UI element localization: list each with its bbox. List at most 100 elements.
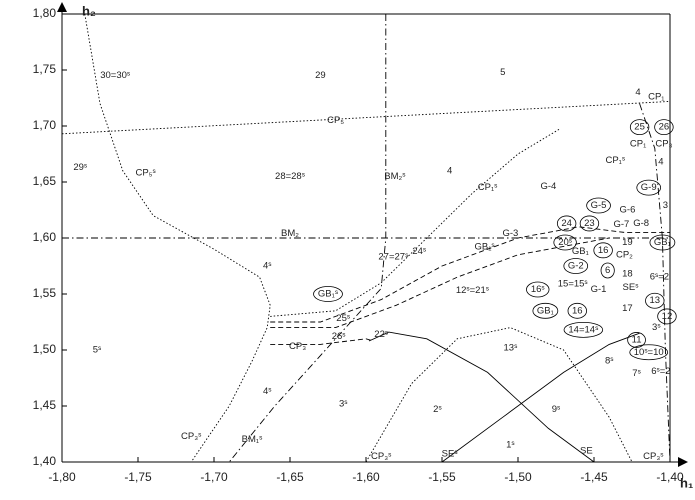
region-label: 3ˢ <box>652 322 661 333</box>
label-circle <box>579 215 600 232</box>
region-label: 14=14ˢ <box>568 324 599 335</box>
y-tick-label: 1,50 <box>33 342 57 356</box>
region-label: CP₁ <box>648 91 664 102</box>
label-circle <box>532 302 559 319</box>
region-label: 1ˢ <box>506 440 515 451</box>
label-circle <box>627 332 646 348</box>
x-tick-label: -1,65 <box>276 470 304 484</box>
region-label: 11 <box>632 334 642 345</box>
region-label: G-3 <box>502 228 518 239</box>
curve <box>368 331 595 463</box>
x-tick-label: -1,45 <box>580 470 608 484</box>
y-tick-label: 1,80 <box>33 6 57 20</box>
region-label: 4ˢ <box>263 261 272 272</box>
region-label: 29 <box>315 70 326 81</box>
label-circle <box>553 234 577 251</box>
region-label: G-9 <box>641 182 657 193</box>
region-label: 9ˢ <box>552 404 561 415</box>
region-label: GB₁ <box>572 246 589 257</box>
label-circle <box>649 234 676 251</box>
curve <box>365 327 633 463</box>
region-label: 8ˢ <box>605 356 614 367</box>
region-label: 12ˢ=21ˢ <box>456 285 490 296</box>
label-circle <box>657 308 677 325</box>
x-tick-label: -1,40 <box>656 470 684 484</box>
region-label: CP₃ <box>655 138 672 149</box>
curve <box>61 100 671 135</box>
region-label: 24ˢ <box>412 246 427 257</box>
region-label: G-6 <box>620 205 636 216</box>
region-label: 2ˢ <box>433 404 442 415</box>
region-label: GB₁ <box>537 305 554 316</box>
region-label: 25 <box>634 122 645 133</box>
region-label: 16ˢ <box>531 284 546 295</box>
region-label: CP₁ˢ <box>478 182 498 193</box>
region-label: CP₃ <box>289 341 306 352</box>
label-circle <box>636 179 662 196</box>
region-label: 18 <box>622 268 633 279</box>
region-label: 4 <box>658 156 663 167</box>
region-label: 25ˢ <box>336 313 351 324</box>
curve <box>270 338 374 345</box>
curve <box>270 237 610 329</box>
region-label: G-7 <box>613 219 629 230</box>
region-label: G-4 <box>540 181 556 192</box>
curve <box>84 13 271 463</box>
label-circle <box>586 197 611 214</box>
region-label: 6 <box>605 265 610 276</box>
region-label: G-1 <box>591 284 607 295</box>
region-label: 15=15ˢ <box>558 278 589 289</box>
region-label: 3ˢ <box>339 398 348 409</box>
region-label: CP₁ˢ <box>605 155 625 166</box>
region-label: G-8 <box>633 218 649 229</box>
region-label: BM₂ <box>281 228 299 239</box>
region-label: 7ˢ <box>632 368 641 379</box>
label-circle <box>556 215 577 232</box>
region-label: 4 <box>635 87 640 98</box>
region-label: G-5 <box>591 200 607 211</box>
curve <box>228 14 387 463</box>
region-label: CP₃ˢ <box>371 451 392 462</box>
region-label: CP₃ˢ <box>181 431 202 442</box>
x-tick-label: -1,70 <box>200 470 228 484</box>
region-label: 13 <box>650 295 661 306</box>
label-circle <box>567 302 587 319</box>
label-circle <box>563 258 589 274</box>
region-label: 5ˢ <box>93 345 102 356</box>
y-label: h₂ <box>82 3 96 18</box>
region-label: 22ˢ <box>374 329 389 340</box>
region-label: 28=28ˢ <box>275 171 306 182</box>
y-tick-label: 1,40 <box>33 454 57 468</box>
region-label: 10ˢ=10 <box>634 347 664 358</box>
x-label: h₁ <box>680 475 693 490</box>
curve <box>270 226 670 323</box>
region-label: 26ˢ <box>332 331 347 342</box>
region-label: 20ˢ <box>558 237 573 248</box>
region-label: CP₂ <box>616 249 633 260</box>
x-tick-label: -1,80 <box>48 470 76 484</box>
x-tick-label: -1,60 <box>352 470 380 484</box>
region-label: 23 <box>584 218 595 229</box>
region-label: 29ˢ <box>73 162 88 173</box>
region-label: 16 <box>572 305 583 316</box>
region-label: BM₂ˢ <box>384 171 406 182</box>
y-tick-label: 1,55 <box>33 286 57 300</box>
region-label: 24 <box>561 218 572 229</box>
region-label: GB₁ˢ <box>318 289 339 300</box>
region-label: 17 <box>622 303 633 314</box>
region-label: 30=30ˢ <box>100 70 131 81</box>
curve <box>639 103 671 463</box>
x-tick-label: -1,50 <box>504 470 532 484</box>
label-circle <box>629 119 650 136</box>
label-circle <box>593 242 613 259</box>
region-label: 19 <box>622 237 633 248</box>
region-label: 5 <box>500 67 505 78</box>
label-circle <box>526 281 550 298</box>
y-tick-label: 1,70 <box>33 118 57 132</box>
region-label: CP₃ˢ <box>643 451 664 462</box>
y-arrow <box>57 2 67 12</box>
region-label: CP₁ <box>630 138 646 149</box>
region-label: 12 <box>662 311 673 322</box>
y-tick-label: 1,75 <box>33 62 57 76</box>
